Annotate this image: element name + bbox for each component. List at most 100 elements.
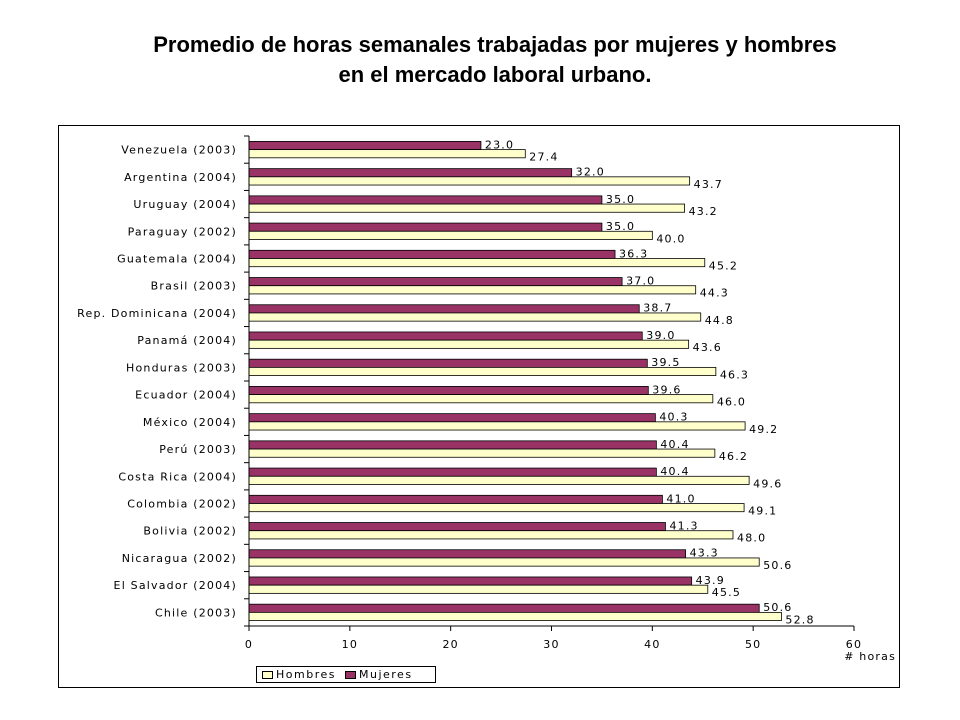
- data-label-mujeres: 39.6: [652, 383, 681, 396]
- data-label-hombres: 46.0: [717, 396, 746, 409]
- x-tick-label: 0: [245, 638, 253, 651]
- data-label-hombres: 27.4: [529, 151, 558, 164]
- bar-hombres: [248, 203, 686, 213]
- data-label-mujeres: 35.0: [606, 220, 635, 233]
- bar-mujeres: [248, 277, 623, 287]
- legend-swatch-mujeres: [344, 670, 356, 679]
- bar-mujeres: [248, 467, 657, 477]
- data-label-hombres: 40.0: [656, 232, 685, 245]
- data-label-mujeres: 40.4: [660, 438, 689, 451]
- bar-mujeres: [248, 331, 643, 341]
- bar-hombres: [248, 149, 526, 159]
- data-label-hombres: 49.1: [748, 505, 777, 518]
- data-label-hombres: 43.2: [689, 205, 718, 218]
- bar-mujeres: [248, 141, 482, 151]
- data-label-mujeres: 36.3: [619, 247, 648, 260]
- bar-mujeres: [248, 576, 693, 586]
- bar-hombres: [248, 530, 734, 540]
- data-label-mujeres: 43.3: [690, 547, 719, 560]
- data-label-hombres: 48.0: [737, 532, 766, 545]
- data-label-mujeres: 41.3: [669, 520, 698, 533]
- data-label-hombres: 44.3: [700, 287, 729, 300]
- bar-mujeres: [248, 549, 687, 559]
- y-tick-label: Panamá (2004): [137, 334, 237, 347]
- bar-mujeres: [248, 358, 648, 368]
- y-tick-label: Guatemala (2004): [117, 253, 237, 266]
- bar-mujeres: [248, 440, 657, 450]
- bar-hombres: [248, 285, 697, 295]
- data-label-hombres: 52.8: [785, 613, 814, 626]
- y-tick-label: Venezuela (2003): [121, 144, 237, 157]
- x-tick-label: 50: [745, 638, 761, 651]
- bar-hombres: [248, 584, 709, 594]
- x-tick-label: 60: [846, 638, 862, 651]
- y-tick-label: Uruguay (2004): [133, 198, 237, 211]
- y-tick-label: El Salvador (2004): [114, 579, 237, 592]
- data-label-hombres: 43.7: [694, 178, 723, 191]
- bar-mujeres: [248, 304, 640, 314]
- bar-mujeres: [248, 603, 760, 613]
- x-tick-label: 10: [342, 638, 358, 651]
- y-tick-label: Perú (2003): [159, 443, 237, 456]
- chart-title-line-2: en el mercado laboral urbano.: [338, 62, 652, 87]
- data-label-hombres: 44.8: [705, 314, 734, 327]
- data-label-hombres: 46.2: [719, 450, 748, 463]
- bar-hombres: [248, 448, 716, 458]
- bar-hombres: [248, 421, 746, 431]
- data-label-mujeres: 50.6: [763, 601, 792, 614]
- data-label-mujeres: 40.3: [659, 411, 688, 424]
- bar-hombres: [248, 611, 782, 621]
- legend-swatch-hombres: [262, 670, 273, 679]
- y-tick-label: Honduras (2003): [126, 361, 237, 374]
- data-label-hombres: 49.2: [749, 423, 778, 436]
- data-label-hombres: 49.6: [753, 477, 782, 490]
- y-tick-label: Rep. Dominicana (2004): [77, 307, 237, 320]
- data-label-mujeres: 40.4: [660, 465, 689, 478]
- data-label-mujeres: 32.0: [576, 166, 605, 179]
- legend-item-mujeres: Mujeres: [344, 668, 413, 681]
- bar-hombres: [248, 312, 702, 322]
- chart-title-line-1: Promedio de horas semanales trabajadas p…: [153, 32, 837, 57]
- bar-mujeres: [248, 249, 616, 259]
- y-tick-label: Argentina (2004): [124, 171, 237, 184]
- data-label-mujeres: 38.7: [643, 302, 672, 315]
- y-tick-label: Costa Rica (2004): [118, 470, 237, 483]
- chart-title: Promedio de horas semanales trabajadas p…: [0, 30, 960, 90]
- data-label-mujeres: 39.5: [651, 356, 680, 369]
- y-tick-label: Chile (2003): [155, 606, 237, 619]
- legend: Hombres Mujeres: [256, 666, 436, 683]
- bar-hombres: [248, 394, 714, 404]
- y-tick-label: Colombia (2002): [127, 498, 237, 511]
- data-label-mujeres: 39.0: [646, 329, 675, 342]
- y-tick-label: Nicaragua (2002): [122, 552, 237, 565]
- bar-hombres: [248, 475, 750, 485]
- bar-mujeres: [248, 386, 649, 396]
- data-label-mujeres: 37.0: [626, 275, 655, 288]
- y-tick-label: Brasil (2003): [151, 280, 237, 293]
- x-axis-label: # horas: [844, 650, 896, 663]
- bar-mujeres: [248, 222, 603, 232]
- bar-hombres: [248, 176, 691, 186]
- data-label-hombres: 45.2: [709, 260, 738, 273]
- bar-hombres: [248, 339, 690, 349]
- data-label-mujeres: 23.0: [485, 138, 514, 151]
- y-tick-label: Bolivia (2002): [143, 525, 237, 538]
- legend-label-mujeres: Mujeres: [358, 668, 413, 681]
- x-tick-label: 40: [644, 638, 660, 651]
- bar-hombres: [248, 557, 760, 567]
- data-label-hombres: 45.5: [712, 586, 741, 599]
- data-label-hombres: 43.6: [693, 341, 722, 354]
- y-tick-label: Paraguay (2002): [128, 225, 237, 238]
- legend-item-hombres: Hombres: [262, 668, 336, 681]
- y-tick-label: México (2004): [143, 416, 237, 429]
- legend-label-hombres: Hombres: [276, 668, 336, 681]
- data-label-mujeres: 41.0: [666, 492, 695, 505]
- bar-mujeres: [248, 413, 656, 423]
- data-label-mujeres: 43.9: [696, 574, 725, 587]
- chart-frame: [58, 125, 900, 688]
- bar-hombres: [248, 230, 653, 240]
- bar-hombres: [248, 258, 706, 268]
- x-tick-label: 20: [442, 638, 458, 651]
- bar-hombres: [248, 503, 745, 513]
